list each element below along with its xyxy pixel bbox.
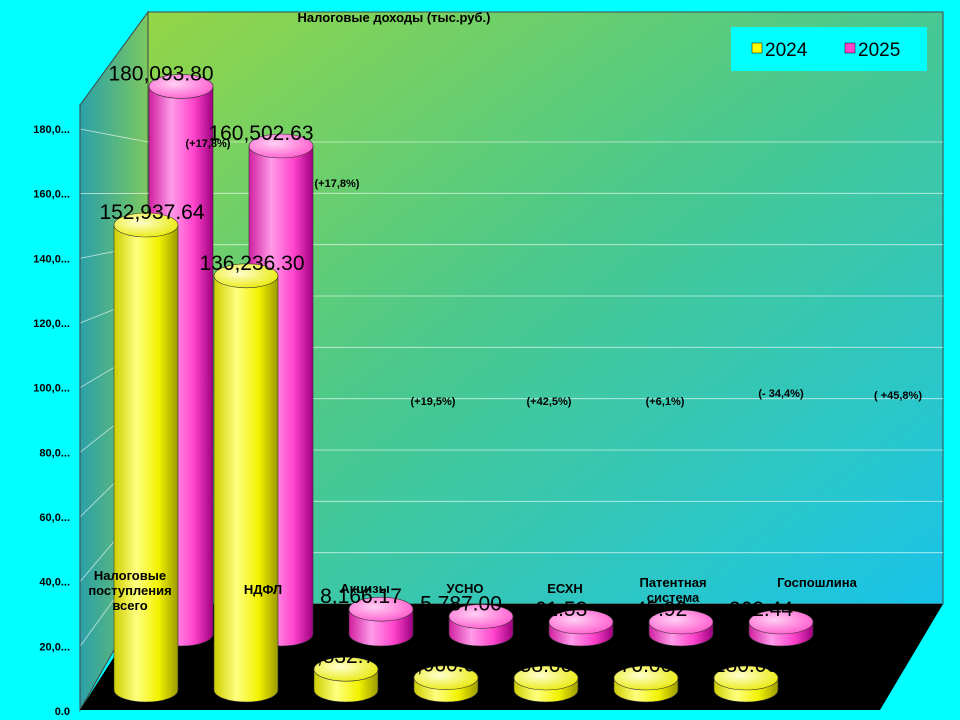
bar-2024 [213,263,279,703]
bar-2025 [548,609,614,647]
legend-box [731,27,927,71]
y-tick-label: 40,0... [39,577,70,589]
change-label: (+17,8%) [315,178,360,190]
bar-2024 [113,212,179,703]
y-tick-label: 120,0... [33,318,70,330]
category-label: УСНО [447,581,484,596]
legend-label-2024: 2024 [765,40,808,61]
y-tick-label: 20,0... [39,641,70,653]
bar-2025 [448,604,514,647]
value-label-2025: 8,166.17 [320,585,402,608]
bar-2024-top [713,665,779,691]
category-label: Акцизы [340,581,389,596]
value-label-2025: 45.92 [635,598,688,621]
bar-2025 [348,596,414,647]
bar-2025 [748,609,814,647]
category-label: НДФЛ [244,582,282,597]
bar-2025-top [748,609,814,635]
value-label-2024: 152,937.64 [99,201,204,224]
category-labels: Налоговые поступления всего НДФЛ Акцизы УСНО Е… [88,568,857,613]
bar-2024-body [213,275,279,703]
value-label-2024: 136,236.30 [199,252,304,275]
change-label: (+17,8%) [186,138,231,150]
value-label-2024: 58.00 [520,654,573,677]
value-labels: 180,093.80 152,937.64 160,502.63 136,236.30… [99,62,793,677]
value-label-2025: 61.53 [535,598,588,621]
legend-label-2025: 2025 [858,40,900,61]
value-label-2025: 262.44 [729,598,794,621]
bar-2024-top [413,665,479,690]
change-label: ( +45,8%) [874,390,922,402]
change-label: (+6,1%) [646,396,685,408]
bar-2025 [648,609,714,647]
bars [113,74,814,703]
y-tick-label: 80,0... [39,447,70,459]
bar-2025-top [248,133,314,159]
value-label-2025: 160,502.63 [208,122,313,145]
legend-swatch-2024 [751,42,763,54]
value-label-2024: 70.00 [620,654,673,677]
y-tick-label: 160,0... [33,189,70,201]
bar-2024 [413,665,479,703]
gridline-side [79,128,149,143]
value-label-2024: 4,060.60 [405,654,487,677]
category-label: Патентная система [639,575,706,605]
bar-2024-top [213,263,279,289]
bar-2025-top [548,609,614,635]
bar-2024 [513,665,579,703]
y-axis: 0.0 20,0... 40,0... 60,0... 80,0... 100,0... 1… [33,104,81,718]
bar-2024-top [613,665,679,691]
value-label-2025: 5,787.00 [420,592,502,615]
change-label: (- 34,4%) [758,388,804,400]
y-tick-label: 0.0 [55,706,70,718]
bar-2024-body [113,224,179,703]
legend: 2024 2025 [731,27,927,71]
change-labels: (+17,8%) (+17,8%) (+19,5%) (+42,5%) (+6,1%) (… [186,138,923,408]
chart-title: Налоговые доходы (тыс.руб.) [298,10,491,25]
bar-2024-top [513,665,579,691]
value-label-2025: 180,093.80 [108,62,213,85]
bar-2024-top [113,212,179,238]
y-tick-label: 180,0... [33,124,70,136]
value-label-2024: 6,832.74 [305,645,387,668]
category-label: Госпошлина [777,575,857,590]
category-label: Налоговые поступления всего [88,568,171,613]
category-label: ЕСХН [547,581,583,596]
change-label: (+19,5%) [411,396,456,408]
change-label: (+42,5%) [527,396,572,408]
bar-2025-top [448,604,514,629]
legend-swatch-2025 [844,42,856,54]
y-tick-label: 140,0... [33,253,70,265]
y-tick-label: 60,0... [39,512,70,524]
bar-2025-top [348,596,414,622]
bar-2024-top [313,656,379,682]
bar-2025-top [148,74,214,99]
bar-2025-top [648,609,714,635]
bar-2024 [713,665,779,703]
value-label-2024: 180.00 [714,654,778,677]
y-tick-label: 100,0... [33,383,70,395]
bar-2024 [613,665,679,703]
bar-2024 [313,656,379,703]
